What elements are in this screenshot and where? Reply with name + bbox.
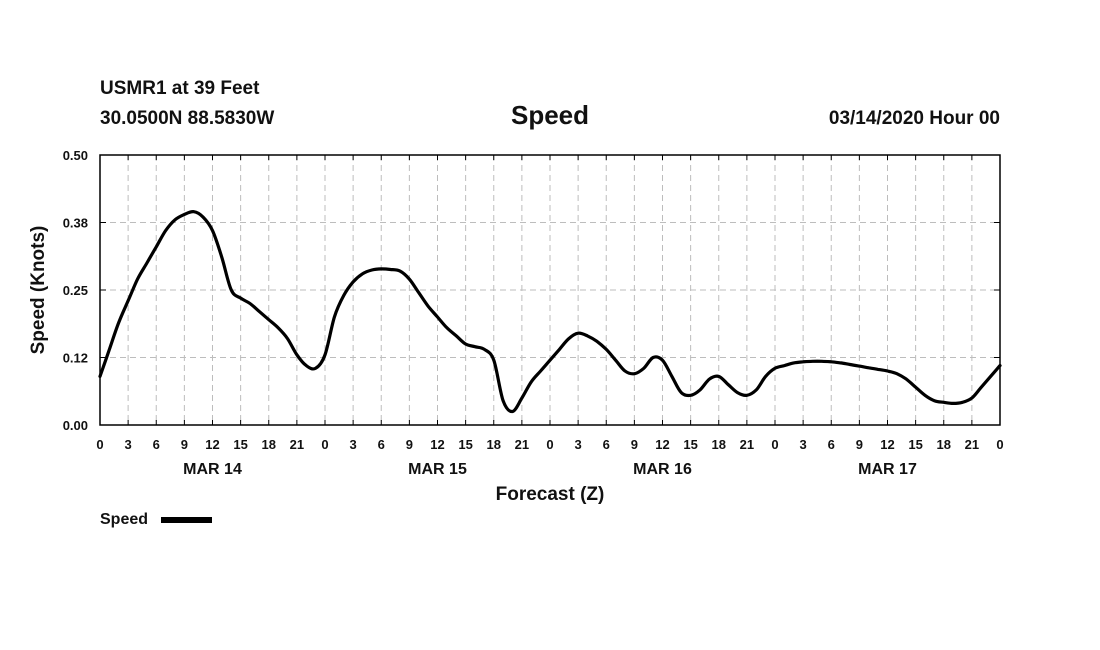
x-tick-label: 0 — [96, 437, 103, 452]
x-tick-label: 3 — [125, 437, 132, 452]
x-tick-label: 9 — [856, 437, 863, 452]
x-tick-label: 18 — [937, 437, 951, 452]
x-tick-label: 15 — [683, 437, 697, 452]
x-tick-label: 6 — [378, 437, 385, 452]
x-tick-labels: 0 3 6 9 12 15 18 21 0 3 6 9 12 15 18 21 0 3 6 9 12 15 18 21 0 3 6 9… — [96, 437, 1003, 452]
series-line-speed — [98, 210, 1002, 414]
x-tick-label: 9 — [181, 437, 188, 452]
x-tick-label: 9 — [631, 437, 638, 452]
run-time-label: 03/14/2020 Hour 00 — [829, 108, 1000, 129]
x-tick-label: 21 — [290, 437, 304, 452]
x-tick-label: 12 — [430, 437, 444, 452]
x-tick-label: 6 — [153, 437, 160, 452]
x-tick-label: 18 — [712, 437, 726, 452]
location-label: 30.0500N 88.5830W — [100, 108, 274, 129]
axis-ticks — [99, 154, 1001, 426]
y-tick-label: 0.00 — [63, 418, 88, 433]
x-tick-label: 12 — [655, 437, 669, 452]
x-tick-label: 18 — [262, 437, 276, 452]
day-label: MAR 17 — [858, 461, 917, 478]
x-tick-label: 12 — [880, 437, 894, 452]
series-group — [98, 210, 1002, 414]
y-tick-label: 0.38 — [63, 216, 88, 231]
day-labels: MAR 14 MAR 15 MAR 16 MAR 17 — [183, 461, 917, 478]
day-label: MAR 14 — [183, 461, 242, 478]
x-axis-label: Forecast (Z) — [496, 484, 605, 505]
station-label: USMR1 at 39 Feet — [100, 78, 260, 99]
y-tick-label: 0.25 — [63, 283, 88, 298]
x-tick-label: 3 — [350, 437, 357, 452]
day-label: MAR 15 — [408, 461, 467, 478]
x-tick-label: 0 — [996, 437, 1003, 452]
legend: Speed — [100, 511, 212, 528]
x-tick-label: 12 — [205, 437, 219, 452]
x-tick-label: 0 — [771, 437, 778, 452]
x-tick-label: 18 — [487, 437, 501, 452]
y-tick-label: 0.50 — [63, 148, 88, 163]
day-label: MAR 16 — [633, 461, 692, 478]
grid-lines — [100, 155, 1000, 425]
y-tick-labels: 0.00 0.12 0.25 0.38 0.50 — [63, 148, 88, 433]
legend-label: Speed — [100, 511, 148, 528]
x-tick-label: 3 — [575, 437, 582, 452]
y-tick-label: 0.12 — [63, 351, 88, 366]
x-tick-label: 0 — [321, 437, 328, 452]
chart-title: Speed — [511, 100, 589, 130]
y-axis-label: Speed (Knots) — [28, 226, 49, 355]
x-tick-label: 21 — [965, 437, 979, 452]
x-tick-label: 15 — [233, 437, 247, 452]
x-tick-label: 15 — [908, 437, 922, 452]
x-tick-label: 15 — [458, 437, 472, 452]
x-tick-label: 21 — [515, 437, 529, 452]
x-tick-label: 6 — [603, 437, 610, 452]
x-tick-label: 3 — [800, 437, 807, 452]
x-tick-label: 6 — [828, 437, 835, 452]
x-tick-label: 21 — [740, 437, 754, 452]
x-tick-label: 0 — [546, 437, 553, 452]
x-tick-label: 9 — [406, 437, 413, 452]
